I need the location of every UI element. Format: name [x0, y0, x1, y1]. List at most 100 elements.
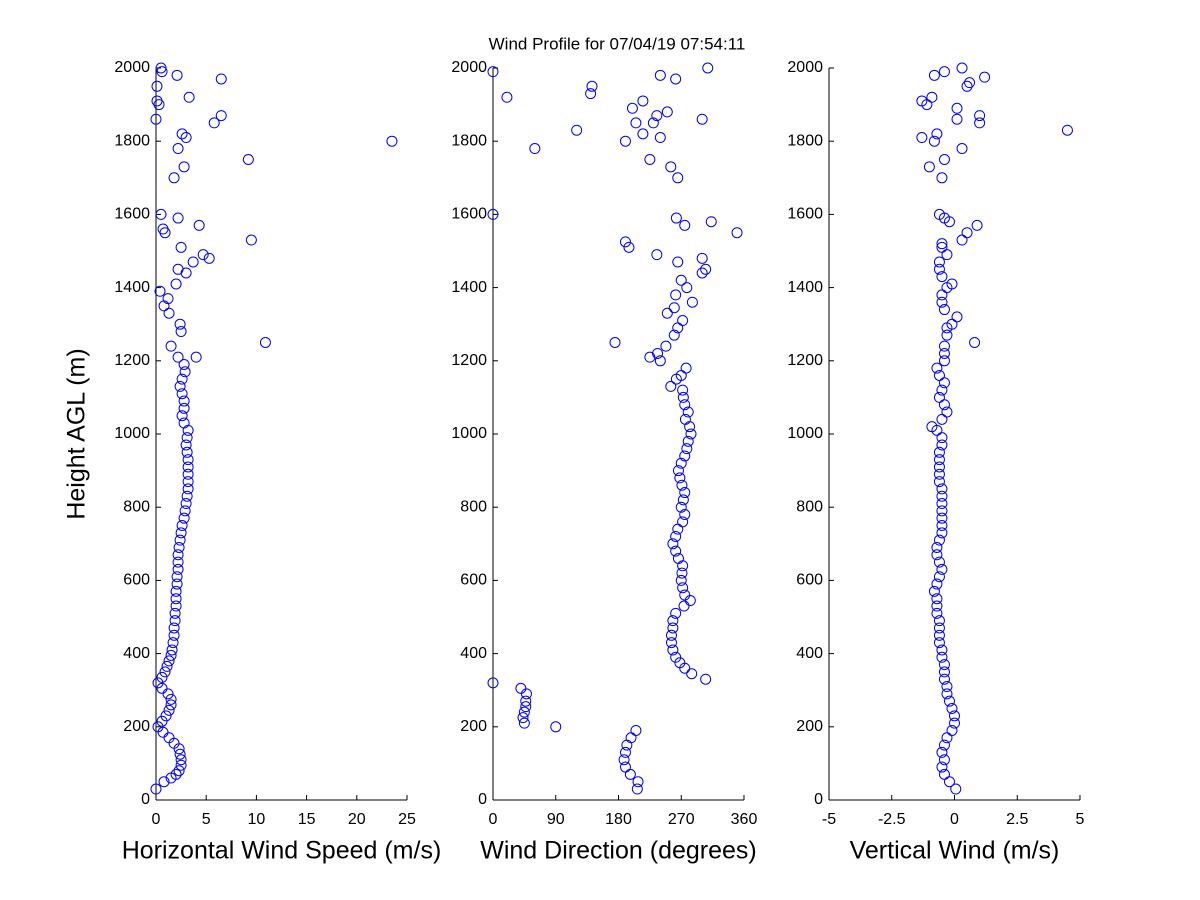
data-point	[193, 219, 205, 231]
x-tick-label: 90	[547, 811, 565, 828]
data-point	[162, 688, 174, 700]
data-point	[672, 465, 684, 477]
data-point	[696, 113, 708, 125]
data-point	[936, 483, 948, 495]
data-point	[677, 315, 689, 327]
data-point	[950, 783, 962, 795]
data-point	[675, 501, 687, 513]
data-point	[951, 102, 963, 114]
data-point	[668, 329, 680, 341]
data-point	[938, 377, 950, 389]
data-point	[672, 552, 684, 564]
data-point	[936, 490, 948, 502]
data-point	[176, 128, 188, 140]
data-point	[696, 252, 708, 264]
data-point	[946, 318, 958, 330]
data-point	[938, 340, 950, 352]
y-tick-label: 1800	[114, 132, 150, 149]
data-point	[165, 699, 177, 711]
data-point	[171, 578, 183, 590]
data-point	[941, 249, 953, 261]
x-axis-label: Vertical Wind (m/s)	[850, 837, 1060, 865]
data-point	[170, 585, 182, 597]
data-point	[163, 307, 175, 319]
data-point	[619, 746, 631, 758]
data-point	[529, 143, 541, 155]
y-tick-label: 0	[478, 791, 487, 808]
data-point	[647, 117, 659, 129]
y-tick-label: 800	[460, 498, 487, 515]
x-tick-label: 0	[489, 811, 498, 828]
data-point	[923, 161, 935, 173]
y-tick-label: 1800	[451, 132, 487, 149]
data-point	[933, 622, 945, 634]
data-point	[926, 91, 938, 103]
data-point	[631, 783, 643, 795]
data-point	[172, 143, 184, 155]
data-point	[941, 732, 953, 744]
data-point	[936, 527, 948, 539]
data-point	[933, 629, 945, 641]
data-point	[933, 263, 945, 275]
data-point	[670, 651, 682, 663]
y-tick-label: 200	[796, 718, 823, 735]
data-point	[586, 80, 598, 92]
data-point	[936, 271, 948, 283]
data-point	[670, 530, 682, 542]
data-point	[933, 446, 945, 458]
data-point	[637, 95, 649, 107]
data-point	[571, 124, 583, 136]
data-point	[974, 110, 986, 122]
data-point	[661, 106, 673, 118]
data-point	[172, 549, 184, 561]
data-point	[676, 479, 688, 491]
data-point	[179, 366, 191, 378]
data-point	[943, 776, 955, 788]
data-point	[971, 219, 983, 231]
y-axis-label: Height AGL (m)	[63, 348, 91, 519]
data-point	[162, 293, 174, 305]
data-point	[956, 234, 968, 246]
data-point	[928, 69, 940, 81]
data-point	[632, 776, 644, 788]
data-point	[161, 660, 173, 672]
data-point	[675, 274, 687, 286]
y-tick-label: 800	[123, 498, 150, 515]
x-tick-label: 10	[248, 811, 266, 828]
data-point	[163, 704, 175, 716]
data-point	[933, 476, 945, 488]
data-point	[181, 446, 193, 458]
data-point	[679, 219, 691, 231]
data-point	[182, 483, 194, 495]
data-point	[550, 721, 562, 733]
data-point	[172, 212, 184, 224]
data-point	[679, 487, 691, 499]
data-point	[670, 545, 682, 557]
data-point	[933, 369, 945, 381]
data-point	[520, 701, 532, 713]
data-point	[181, 490, 193, 502]
data-point	[938, 768, 950, 780]
data-point	[679, 413, 691, 425]
data-point	[182, 468, 194, 480]
data-point	[178, 512, 190, 524]
data-point	[159, 227, 171, 239]
data-point	[700, 673, 712, 685]
data-point	[946, 278, 958, 290]
data-point	[936, 439, 948, 451]
data-point	[176, 520, 188, 531]
data-point	[936, 432, 948, 444]
data-point	[670, 73, 682, 85]
data-point	[154, 285, 166, 297]
data-point	[667, 622, 679, 634]
data-point	[943, 695, 955, 707]
data-point	[165, 693, 177, 705]
data-point	[936, 761, 948, 773]
data-point	[938, 739, 950, 751]
y-tick-label: 1000	[787, 425, 823, 442]
data-point	[700, 263, 712, 275]
data-point	[668, 302, 680, 314]
data-point	[665, 161, 677, 173]
data-point	[665, 637, 677, 649]
data-point	[979, 71, 991, 83]
